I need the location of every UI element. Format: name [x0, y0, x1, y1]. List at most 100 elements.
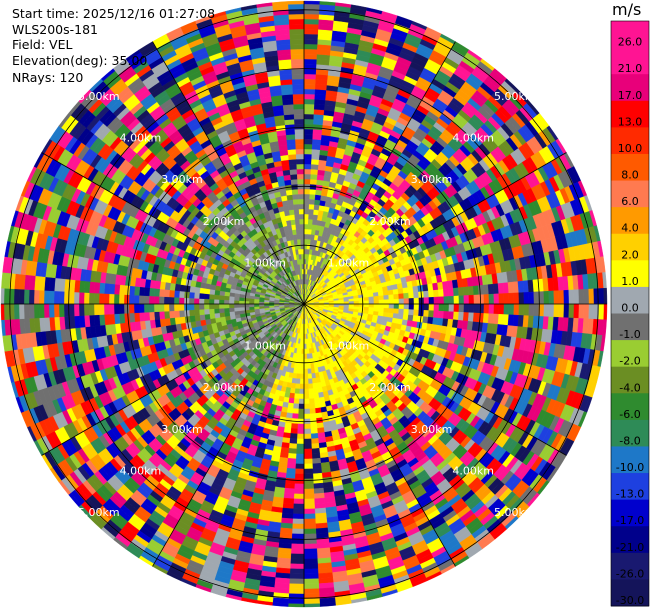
velocity-gate: [306, 348, 310, 355]
velocity-gate: [573, 289, 580, 305]
velocity-gate: [508, 303, 515, 316]
velocity-gate: [300, 353, 305, 360]
velocity-gate: [296, 438, 305, 445]
velocity-gate: [292, 408, 299, 415]
velocity-gate: [412, 285, 419, 293]
velocity-gate: [458, 295, 465, 305]
velocity-gate: [303, 143, 313, 150]
velocity-gate: [492, 313, 499, 325]
velocity-gate: [558, 303, 565, 318]
velocity-gate: [293, 393, 300, 400]
velocity-gate: [307, 368, 312, 375]
velocity-gate: [303, 93, 316, 100]
velocity-gate: [303, 128, 314, 135]
velocity-gate: [290, 543, 305, 550]
velocity-gate: [303, 58, 318, 65]
velocity-gate: [303, 108, 315, 115]
velocity-gate: [303, 358, 308, 365]
velocity-gate: [288, 588, 305, 595]
velocity-gate: [403, 292, 410, 299]
velocity-gate: [303, 403, 310, 410]
velocity-gate: [303, 523, 316, 530]
velocity-gate: [433, 289, 440, 298]
velocity-gate: [303, 583, 320, 590]
velocity-gate: [303, 493, 315, 500]
velocity-gate: [393, 308, 400, 315]
velocity-gate: [313, 114, 325, 121]
velocity-gate: [523, 303, 530, 316]
velocity-gate: [312, 123, 324, 131]
velocity-gate: [303, 203, 310, 210]
velocity-gate: [603, 303, 608, 321]
velocity-gate: [300, 368, 305, 375]
velocity-gate: [563, 289, 570, 305]
velocity-gate: [308, 398, 315, 405]
velocity-gate: [472, 285, 479, 296]
velocity-gate: [309, 188, 317, 195]
velocity-gate: [533, 291, 540, 305]
velocity-gate: [295, 453, 305, 460]
velocity-gate: [310, 173, 318, 180]
velocity-gate: [310, 438, 319, 445]
velocity-gate: [303, 103, 315, 110]
velocity-gate: [433, 310, 440, 319]
velocity-gate: [358, 300, 365, 305]
velocity-gate: [383, 294, 390, 301]
velocity-gate: [303, 13, 320, 20]
velocity-gate: [583, 288, 590, 305]
velocity-gate: [303, 173, 312, 180]
velocity-gate: [398, 293, 405, 300]
velocity-gate: [314, 402, 321, 409]
velocity-gate: [310, 168, 319, 175]
velocity-gate: [503, 293, 510, 305]
velocity-gate: [303, 238, 308, 245]
velocity-gate: [303, 498, 315, 505]
velocity-gate: [428, 290, 435, 298]
velocity-gate: [423, 303, 430, 311]
velocity-gate: [313, 492, 325, 499]
velocity-gate: [358, 303, 365, 308]
velocity-gate: [378, 303, 385, 309]
velocity-gate: [603, 287, 608, 305]
velocity-gate: [290, 558, 305, 565]
velocity-gate: [308, 393, 315, 400]
velocity-gate: [383, 303, 390, 309]
velocity-gate: [303, 98, 315, 105]
velocity-gate: [303, 563, 319, 570]
velocity-gate: [303, 458, 313, 465]
velocity-gate: [528, 291, 535, 305]
velocity-gate: [448, 288, 455, 297]
velocity-gate: [407, 286, 414, 294]
velocity-gate: [303, 503, 315, 510]
velocity-gate: [313, 204, 320, 211]
velocity-gate: [568, 303, 575, 319]
velocity-gate: [296, 428, 305, 435]
velocity-gate: [303, 78, 316, 85]
velocity-gate: [398, 308, 405, 315]
velocity-gate: [378, 299, 385, 305]
velocity-gate: [297, 423, 305, 430]
velocity-gate: [298, 408, 305, 415]
velocity-gate: [363, 300, 370, 305]
velocity-gate: [513, 303, 520, 316]
velocity-gate: [313, 392, 320, 399]
velocity-gate: [408, 298, 415, 305]
velocity-gate: [291, 528, 305, 535]
velocity-gate: [403, 309, 410, 316]
velocity-gate: [498, 303, 505, 315]
velocity-gate: [294, 383, 301, 390]
velocity-gate: [458, 303, 465, 313]
velocity-gate: [413, 309, 420, 317]
velocity-gate: [303, 473, 314, 480]
velocity-gate: [472, 312, 479, 323]
velocity-gate: [292, 518, 305, 525]
velocity-gate: [408, 309, 415, 316]
velocity-gate: [563, 303, 570, 319]
velocity-gate: [310, 428, 318, 435]
velocity-gate: [508, 292, 515, 305]
velocity-gate: [303, 243, 308, 250]
velocity-gate: [457, 287, 465, 297]
velocity-gate: [468, 303, 475, 314]
velocity-gate: [433, 296, 440, 305]
velocity-gate: [468, 294, 475, 305]
